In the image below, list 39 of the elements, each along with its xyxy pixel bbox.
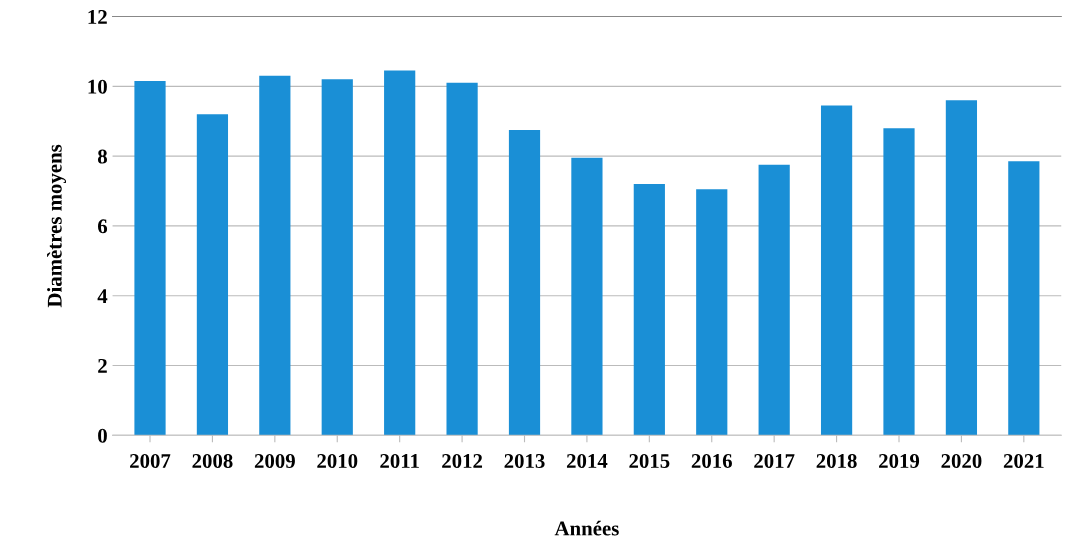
x-tick-label: 2016 bbox=[691, 453, 732, 469]
bar bbox=[1008, 161, 1040, 436]
x-tick-label: 2012 bbox=[442, 453, 483, 469]
bar bbox=[758, 164, 790, 436]
y-tick-label: 0 bbox=[98, 428, 107, 443]
bar bbox=[321, 79, 353, 436]
bar bbox=[196, 114, 229, 436]
x-tick-label: 2015 bbox=[629, 453, 670, 469]
bar bbox=[633, 184, 665, 436]
y-tick-label: 6 bbox=[98, 219, 108, 234]
y-tick-label: 8 bbox=[97, 149, 108, 164]
bar bbox=[883, 128, 915, 436]
bar bbox=[696, 189, 728, 436]
x-tick-label: 2009 bbox=[254, 453, 295, 469]
x-tick-label: 2011 bbox=[380, 453, 419, 469]
bar bbox=[571, 157, 603, 436]
bar bbox=[134, 81, 166, 436]
y-tick-label: 12 bbox=[88, 9, 107, 24]
x-tick-label: 2007 bbox=[130, 453, 171, 469]
x-tick-label: 2010 bbox=[317, 453, 358, 469]
bar bbox=[508, 129, 541, 436]
x-tick-label: 2008 bbox=[192, 453, 233, 469]
y-axis-title: Diamètres moyens bbox=[47, 144, 67, 308]
x-tick-label: 2013 bbox=[504, 453, 545, 469]
x-tick-label: 2014 bbox=[566, 453, 608, 469]
bar bbox=[820, 105, 853, 436]
bar bbox=[446, 82, 478, 436]
bar bbox=[384, 70, 416, 436]
x-tick-label: 2021 bbox=[1003, 453, 1044, 469]
x-tick-label: 2018 bbox=[816, 453, 857, 469]
x-tick-label: 2020 bbox=[941, 453, 982, 469]
x-tick-label: 2017 bbox=[754, 453, 795, 469]
y-tick-label: 10 bbox=[88, 79, 107, 94]
y-tick-label: 4 bbox=[97, 289, 108, 303]
bar bbox=[945, 100, 978, 436]
x-tick-label: 2019 bbox=[879, 453, 920, 469]
x-axis-title: Années bbox=[554, 520, 619, 536]
y-tick-label: 2 bbox=[98, 358, 107, 373]
bar bbox=[259, 75, 291, 436]
